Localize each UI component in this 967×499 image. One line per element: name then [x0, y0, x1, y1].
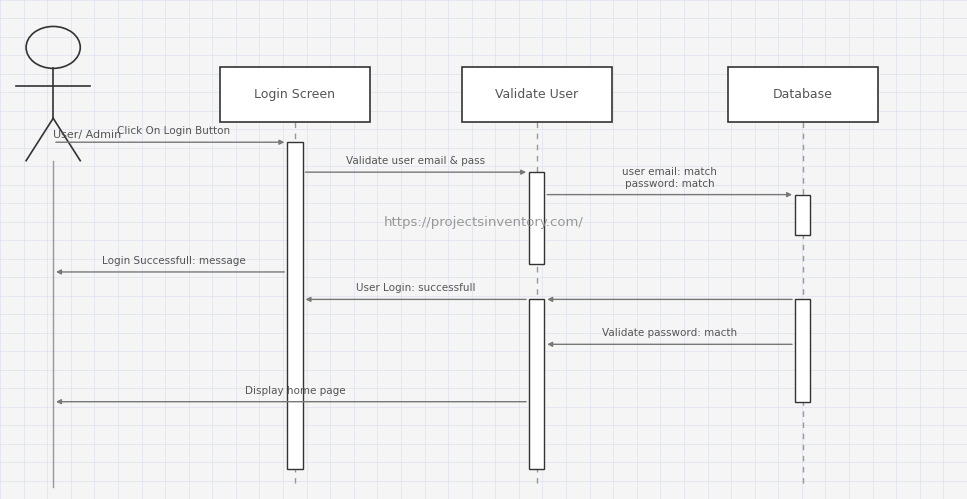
Text: Display home page: Display home page	[245, 386, 345, 396]
Bar	[795, 195, 810, 235]
Bar	[727, 67, 878, 122]
Text: Click On Login Button: Click On Login Button	[118, 126, 230, 136]
Bar	[462, 67, 612, 122]
Text: Validate password: macth: Validate password: macth	[602, 328, 737, 338]
Text: Login Successfull: message: Login Successfull: message	[103, 256, 246, 266]
Text: user email: match
password: match: user email: match password: match	[622, 167, 718, 189]
Text: Validate user email & pass: Validate user email & pass	[346, 156, 485, 166]
Bar	[795, 299, 810, 402]
Text: https://projectsinventory.com/: https://projectsinventory.com/	[384, 216, 583, 229]
Bar	[529, 299, 544, 469]
Text: User/ Admin: User/ Admin	[53, 130, 122, 140]
Text: Login Screen: Login Screen	[254, 88, 336, 101]
Bar	[287, 142, 303, 469]
Text: Validate User: Validate User	[495, 88, 578, 101]
Text: User Login: successfull: User Login: successfull	[356, 283, 476, 293]
Bar	[529, 172, 544, 264]
Bar	[220, 67, 369, 122]
Text: Database: Database	[773, 88, 833, 101]
